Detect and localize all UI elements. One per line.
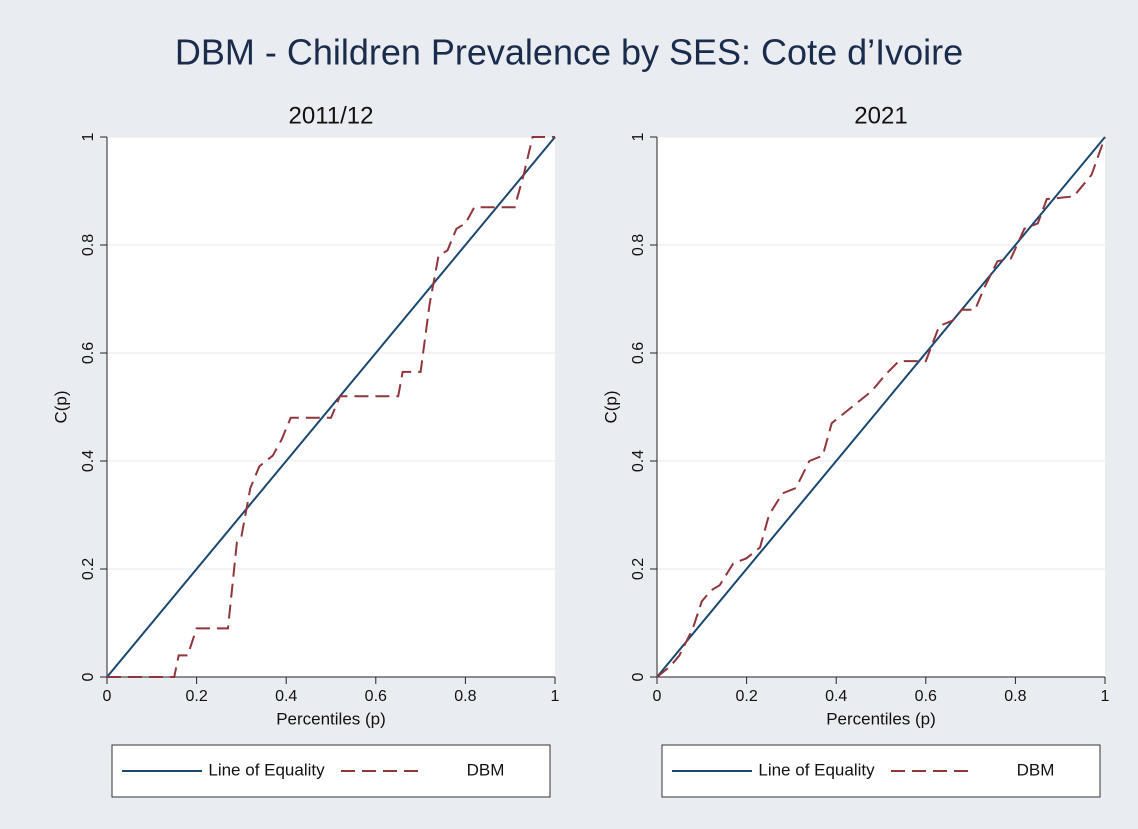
legend-box xyxy=(111,744,551,798)
x-axis-label: Percentiles (p) xyxy=(826,709,936,728)
chart-title: 2021 xyxy=(854,102,907,129)
chart-title: 2011/12 xyxy=(289,102,374,129)
x-tick-label: 0.2 xyxy=(735,688,757,705)
y-tick-label: 0.4 xyxy=(630,450,647,472)
x-axis-label: Percentiles (p) xyxy=(276,709,386,728)
y-tick-label: 0 xyxy=(80,672,97,681)
x-tick-label: 1 xyxy=(1101,688,1110,705)
x-tick-label: 0.6 xyxy=(365,688,387,705)
figure-title: DBM - Children Prevalence by SES: Cote d… xyxy=(175,32,963,73)
x-tick-label: 0.4 xyxy=(825,688,847,705)
y-tick-label: 0.6 xyxy=(630,342,647,364)
x-tick-label: 1 xyxy=(551,688,560,705)
legend-label: DBM xyxy=(467,760,505,779)
y-tick-label: 0.8 xyxy=(80,234,97,256)
data-line xyxy=(656,136,1106,678)
y-tick-label: 0.8 xyxy=(630,234,647,256)
data-line xyxy=(656,136,1106,678)
legend-label: Line of Equality xyxy=(758,760,875,779)
x-tick-label: 0 xyxy=(103,688,112,705)
y-tick-label: 1 xyxy=(630,132,647,141)
x-tick-label: 0.6 xyxy=(915,688,937,705)
legend-label: Line of Equality xyxy=(208,760,325,779)
y-tick-label: 0.2 xyxy=(80,558,97,580)
x-tick-label: 0.8 xyxy=(1004,688,1026,705)
x-tick-label: 0.4 xyxy=(275,688,297,705)
y-tick-label: 0 xyxy=(630,672,647,681)
data-line xyxy=(106,136,556,678)
x-tick-label: 0.2 xyxy=(185,688,207,705)
y-axis-label: C(p) xyxy=(51,390,70,423)
y-tick-label: 0.6 xyxy=(80,342,97,364)
x-tick-label: 0.8 xyxy=(454,688,476,705)
data-line xyxy=(107,136,555,678)
y-tick-label: 0.2 xyxy=(630,558,647,580)
y-tick-label: 0.4 xyxy=(80,450,97,472)
legend-label: DBM xyxy=(1017,760,1055,779)
y-axis-label: C(p) xyxy=(601,390,620,423)
x-tick-label: 0 xyxy=(653,688,662,705)
y-tick-label: 1 xyxy=(80,132,97,141)
